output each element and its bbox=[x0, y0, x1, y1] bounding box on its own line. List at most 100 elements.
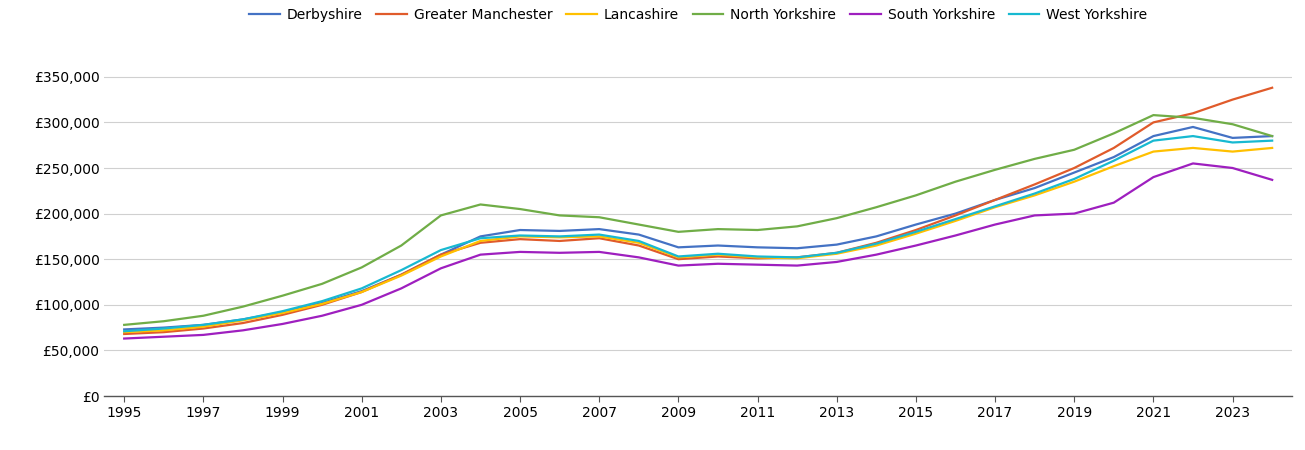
Greater Manchester bbox=[512, 236, 527, 242]
Greater Manchester bbox=[235, 320, 251, 326]
South Yorkshire bbox=[868, 252, 883, 257]
Line: Lancashire: Lancashire bbox=[124, 148, 1272, 332]
West Yorkshire bbox=[632, 238, 647, 243]
Legend: Derbyshire, Greater Manchester, Lancashire, North Yorkshire, South Yorkshire, We: Derbyshire, Greater Manchester, Lancashi… bbox=[244, 3, 1152, 28]
North Yorkshire bbox=[1146, 112, 1161, 118]
Derbyshire bbox=[155, 325, 171, 330]
North Yorkshire bbox=[155, 319, 171, 324]
Derbyshire bbox=[632, 232, 647, 237]
Derbyshire bbox=[749, 245, 765, 250]
Lancashire bbox=[1066, 179, 1082, 184]
North Yorkshire bbox=[433, 213, 449, 218]
South Yorkshire bbox=[235, 328, 251, 333]
West Yorkshire bbox=[433, 248, 449, 253]
Greater Manchester bbox=[1146, 120, 1161, 125]
Greater Manchester bbox=[155, 329, 171, 335]
Derbyshire bbox=[868, 234, 883, 239]
Derbyshire bbox=[552, 228, 568, 234]
North Yorkshire bbox=[1265, 133, 1280, 139]
Line: Derbyshire: Derbyshire bbox=[124, 127, 1272, 329]
Derbyshire bbox=[671, 245, 686, 250]
North Yorkshire bbox=[632, 222, 647, 227]
Derbyshire bbox=[235, 317, 251, 322]
West Yorkshire bbox=[1027, 191, 1043, 196]
Derbyshire bbox=[1265, 133, 1280, 139]
North Yorkshire bbox=[1105, 130, 1121, 136]
West Yorkshire bbox=[829, 250, 844, 256]
Lancashire bbox=[1146, 149, 1161, 154]
South Yorkshire bbox=[433, 266, 449, 271]
Greater Manchester bbox=[472, 240, 488, 246]
North Yorkshire bbox=[472, 202, 488, 207]
Derbyshire bbox=[1224, 135, 1240, 140]
South Yorkshire bbox=[988, 222, 1004, 227]
South Yorkshire bbox=[116, 336, 132, 341]
Greater Manchester bbox=[116, 331, 132, 337]
Lancashire bbox=[1185, 145, 1201, 151]
West Yorkshire bbox=[275, 309, 291, 314]
South Yorkshire bbox=[591, 249, 607, 255]
Greater Manchester bbox=[1224, 97, 1240, 102]
Derbyshire bbox=[315, 300, 330, 306]
Derbyshire bbox=[908, 222, 924, 227]
Greater Manchester bbox=[710, 254, 726, 259]
Greater Manchester bbox=[393, 272, 408, 277]
South Yorkshire bbox=[829, 259, 844, 265]
Greater Manchester bbox=[790, 255, 805, 260]
West Yorkshire bbox=[591, 232, 607, 237]
Derbyshire bbox=[947, 211, 963, 216]
North Yorkshire bbox=[552, 213, 568, 218]
Lancashire bbox=[1027, 193, 1043, 198]
South Yorkshire bbox=[632, 255, 647, 260]
West Yorkshire bbox=[196, 322, 211, 328]
Lancashire bbox=[790, 256, 805, 261]
Lancashire bbox=[1105, 163, 1121, 169]
Derbyshire bbox=[1105, 154, 1121, 160]
Lancashire bbox=[433, 254, 449, 259]
West Yorkshire bbox=[1066, 176, 1082, 182]
North Yorkshire bbox=[947, 179, 963, 184]
Derbyshire bbox=[790, 246, 805, 251]
North Yorkshire bbox=[354, 265, 369, 270]
Lancashire bbox=[354, 289, 369, 295]
North Yorkshire bbox=[393, 243, 408, 248]
Lancashire bbox=[947, 218, 963, 224]
Lancashire bbox=[155, 328, 171, 333]
Lancashire bbox=[1224, 149, 1240, 154]
Derbyshire bbox=[829, 242, 844, 248]
Lancashire bbox=[988, 204, 1004, 210]
South Yorkshire bbox=[1146, 175, 1161, 180]
North Yorkshire bbox=[868, 204, 883, 210]
Derbyshire bbox=[275, 310, 291, 315]
Lancashire bbox=[749, 255, 765, 260]
West Yorkshire bbox=[1265, 138, 1280, 144]
South Yorkshire bbox=[393, 286, 408, 291]
West Yorkshire bbox=[671, 254, 686, 259]
South Yorkshire bbox=[1066, 211, 1082, 216]
Lancashire bbox=[591, 234, 607, 239]
Lancashire bbox=[393, 273, 408, 278]
West Yorkshire bbox=[988, 203, 1004, 209]
North Yorkshire bbox=[1027, 156, 1043, 162]
North Yorkshire bbox=[591, 215, 607, 220]
South Yorkshire bbox=[512, 249, 527, 255]
Greater Manchester bbox=[315, 302, 330, 307]
Line: South Yorkshire: South Yorkshire bbox=[124, 163, 1272, 338]
West Yorkshire bbox=[908, 229, 924, 234]
Greater Manchester bbox=[1185, 111, 1201, 116]
West Yorkshire bbox=[790, 255, 805, 260]
Line: West Yorkshire: West Yorkshire bbox=[124, 136, 1272, 331]
North Yorkshire bbox=[512, 207, 527, 212]
Lancashire bbox=[829, 251, 844, 256]
Greater Manchester bbox=[829, 250, 844, 256]
South Yorkshire bbox=[315, 313, 330, 319]
North Yorkshire bbox=[908, 193, 924, 198]
Derbyshire bbox=[116, 327, 132, 332]
Greater Manchester bbox=[552, 238, 568, 243]
West Yorkshire bbox=[472, 235, 488, 241]
West Yorkshire bbox=[1185, 133, 1201, 139]
Lancashire bbox=[472, 238, 488, 243]
Derbyshire bbox=[1146, 133, 1161, 139]
West Yorkshire bbox=[710, 251, 726, 256]
Lancashire bbox=[235, 318, 251, 323]
